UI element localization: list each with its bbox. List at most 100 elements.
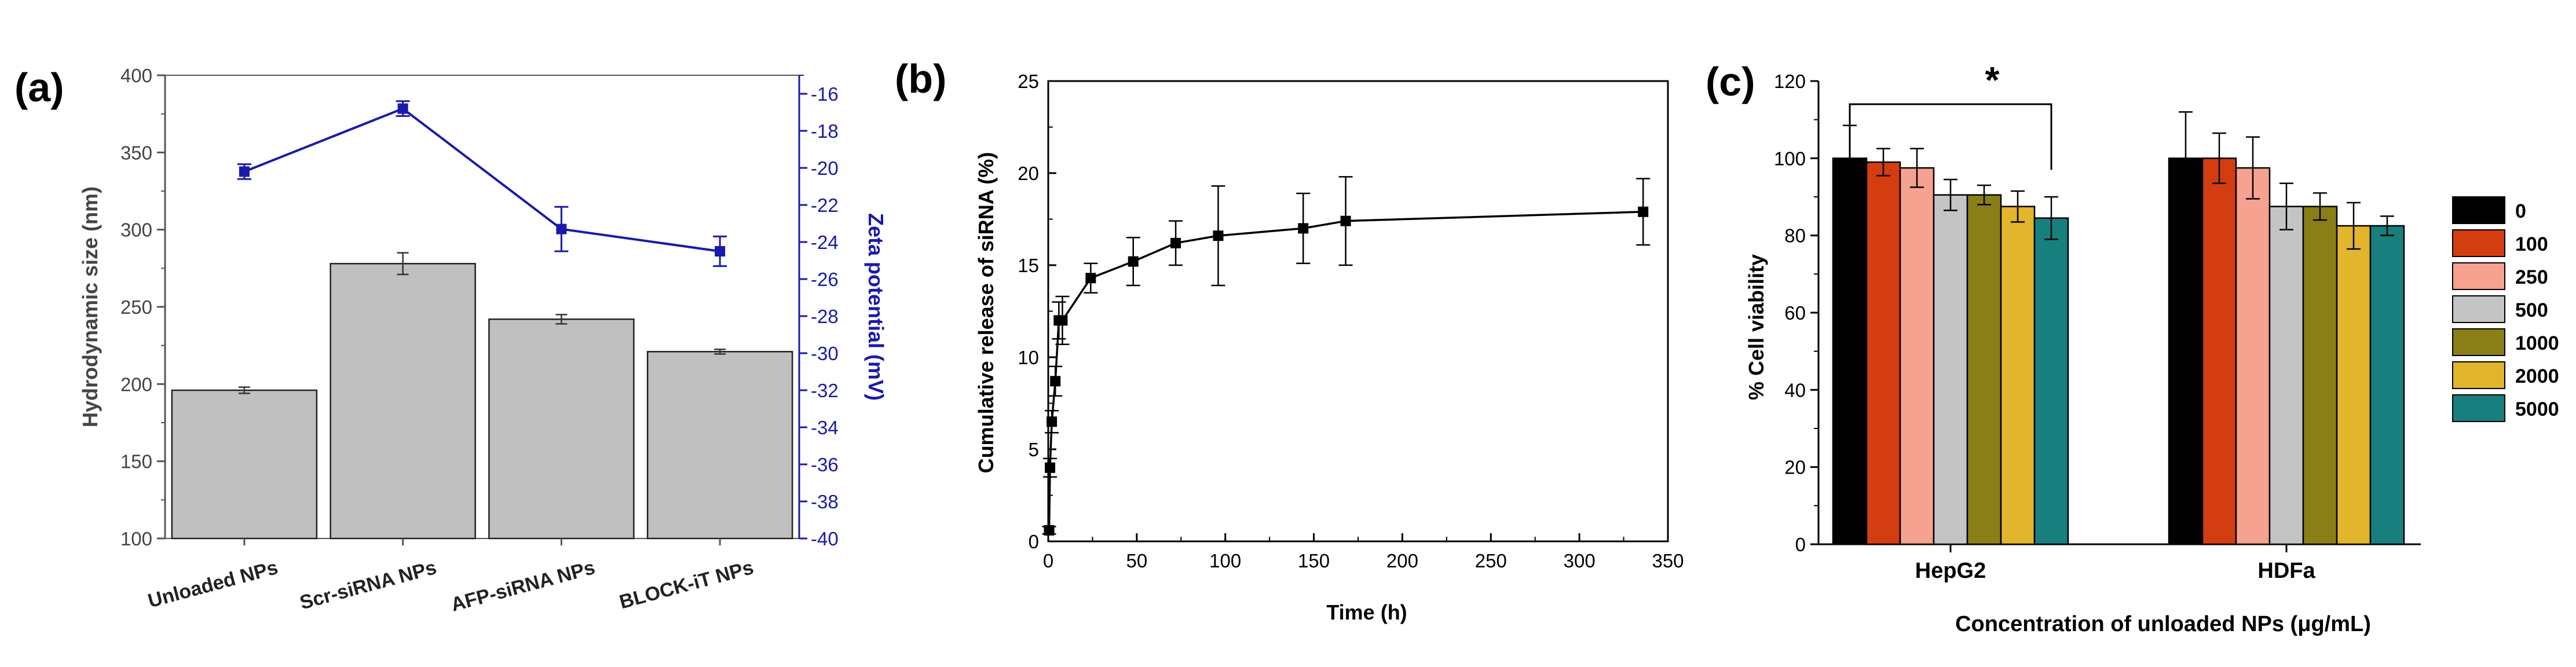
panel-b-xtick-label: 250 [1475, 550, 1507, 571]
panel-c-legend-swatch [2452, 295, 2505, 323]
panel-c-ytick-label: 0 [1795, 534, 1806, 555]
panel-a-y2label: Zeta potential (mV) [864, 213, 888, 401]
panel-c-ytick-label: 20 [1784, 457, 1806, 478]
panel-a-y2tick-label: -20 [811, 157, 839, 179]
panel-a-category-label: Scr-siRNA NPs [298, 556, 439, 614]
panel-a-ytick-label: 200 [120, 373, 152, 395]
panel-c-legend-label: 250 [2515, 266, 2548, 288]
panel-c-bar [2168, 157, 2204, 545]
panel-b-xtick-label: 0 [1043, 550, 1053, 571]
panel-a-y2tick-label: -22 [811, 195, 839, 216]
panel-a-y2tick-label: -18 [811, 120, 839, 142]
panel-b-ytick-label: 0 [1029, 531, 1039, 552]
panel-a-label: (a) [14, 65, 64, 110]
panel-c-bar [1933, 194, 1968, 545]
panel-a-y2tick-label: -26 [811, 269, 839, 290]
panel-b-xtick-label: 150 [1298, 550, 1330, 571]
panel-a-y2tick-label: -16 [811, 83, 839, 105]
panel-c-ytick-label: 40 [1784, 379, 1806, 401]
panel-a-ytick-label: 400 [120, 65, 152, 86]
panel-c-ytick-label: 80 [1784, 225, 1806, 247]
panel-b-ytick-label: 10 [1018, 347, 1039, 368]
panel-b-data-point [1128, 256, 1139, 267]
panel-b-data-point [1044, 525, 1055, 536]
panel-c-ylabel: % Cell viability [1744, 254, 1768, 400]
panel-a-y2tick-label: -30 [811, 343, 839, 364]
panel-c-ytick-label: 100 [1774, 148, 1806, 169]
panel-b-data-point [1057, 315, 1068, 326]
panel-b-ytick-label: 25 [1018, 71, 1039, 92]
panel-a-zeta-point [239, 166, 250, 177]
panel-a-y2tick-label: -40 [811, 528, 839, 549]
panel-b-data-point [1170, 237, 1181, 248]
panel-a-y2tick-label: -32 [811, 380, 839, 401]
panel-c-bar [1899, 167, 1935, 545]
panel-b-ytick-label: 20 [1018, 163, 1039, 184]
panel-c-bar [2302, 206, 2338, 545]
panel-c-label: (c) [1706, 59, 1755, 104]
panel-c-bar [2000, 206, 2036, 545]
panel-c-legend-label: 2000 [2515, 365, 2559, 387]
panel-b-data-point [1340, 215, 1351, 226]
panel-b-xtick-label: 300 [1564, 550, 1596, 571]
panel-b-xtick-label: 350 [1652, 550, 1684, 571]
panel-b-data-point [1085, 273, 1096, 284]
panel-a-category-label: BLOCK-iT NPs [617, 556, 756, 613]
panel-a-ytick-label: 100 [120, 528, 152, 549]
panel-b-xtick-label: 200 [1386, 550, 1418, 571]
panel-a-zeta-point [397, 103, 408, 114]
panel-c-legend-swatch [2452, 196, 2505, 224]
panel-b-ylabel: Cumulative release of siRNA (%) [974, 152, 998, 474]
panel-a-bar [488, 318, 635, 540]
panel-c-bar [2235, 167, 2271, 545]
panel-a-y2tick-label: -28 [811, 306, 839, 327]
panel-b-xtick-label: 50 [1126, 550, 1147, 571]
panel-b: (b) Cumulative release of siRNA (%) Time… [895, 56, 1684, 624]
panel-b-ytick-label: 15 [1018, 255, 1039, 276]
panel-c-bar [1832, 157, 1868, 545]
panel-c-legend-swatch [2452, 229, 2505, 257]
panel-a-zeta-point [715, 246, 726, 256]
panel-c-bar [1966, 194, 2002, 545]
panel-a-y2tick-label: -24 [811, 232, 839, 253]
panel-a-ylabel: Hydrodynamic size (nm) [78, 186, 102, 427]
panel-c-bar [1865, 161, 1901, 545]
panel-c-ytick-label: 60 [1784, 302, 1806, 324]
panel-a-zeta-point [556, 223, 567, 234]
panel-c-legend-label: 0 [2515, 200, 2526, 222]
panel-c-plot: 0 20 40 60 80 100 120 HepG2 HDFa 0 100 250 500 1000 20… [1774, 71, 2559, 583]
panel-a-y2tick-label: -38 [811, 491, 839, 512]
panel-c-legend-swatch [2452, 262, 2505, 290]
panel-c-bar [2033, 217, 2069, 545]
panel-c-legend-label: 5000 [2515, 398, 2559, 420]
panel-c-ytick-label: 120 [1774, 71, 1806, 92]
panel-c: (c) % Cell viability Concentration of un… [1706, 59, 2559, 636]
panel-c-legend-swatch [2452, 328, 2505, 356]
panel-b-xtick-label: 100 [1209, 550, 1241, 571]
panel-c-legend-label: 500 [2515, 299, 2548, 321]
panel-c-bar [2369, 225, 2405, 545]
panel-c-category-label: HDFa [2257, 559, 2315, 583]
panel-c-category-label: HepG2 [1915, 559, 1986, 583]
panel-a-bar [646, 351, 793, 540]
panel-b-data-point [1638, 206, 1649, 217]
panel-a-zeta-line [244, 107, 720, 252]
panel-b-xlabel: Time (h) [1326, 600, 1407, 624]
panel-a-y2tick-label: -34 [811, 417, 839, 438]
panel-a-plot: 100 150 200 250 300 350 400 -16 -18 -20 -22 -24 -26 -… [120, 65, 839, 616]
panel-c-significance-star: * [1985, 59, 2000, 101]
panel-a-category-label: AFP-siRNA NPs [449, 556, 598, 616]
panel-c-legend-label: 100 [2515, 233, 2548, 255]
panel-c-legend-swatch [2452, 361, 2505, 389]
panel-b-data-point [1045, 462, 1056, 473]
panel-c-legend-swatch [2452, 394, 2505, 422]
panel-b-frame [1047, 80, 1669, 543]
panel-c-bar [2268, 206, 2304, 545]
panel-a-bar [171, 389, 318, 540]
panel-a-ytick-label: 300 [120, 219, 152, 241]
panel-a-y2tick-label: -36 [811, 454, 839, 475]
panel-a-ytick-label: 350 [120, 142, 152, 163]
panel-a-category-label: Unloaded NPs [145, 556, 280, 612]
